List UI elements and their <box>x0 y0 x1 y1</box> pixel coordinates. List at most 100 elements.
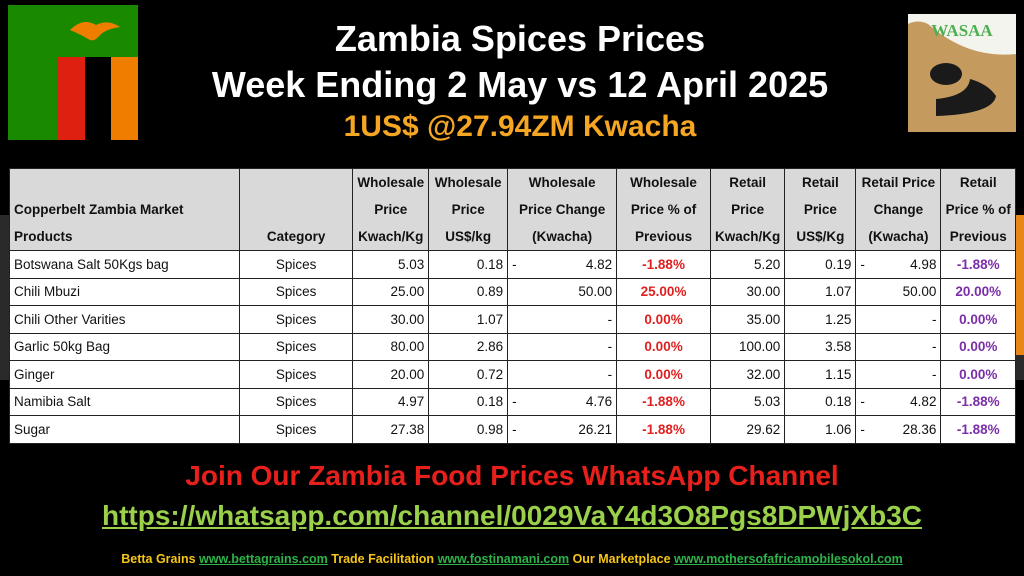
cell-value: Namibia Salt <box>14 394 91 410</box>
cell-value: 1.25 <box>825 311 852 327</box>
cell-value: -1.88% <box>642 256 685 272</box>
retail-kwacha-cell: 35.00 <box>710 305 786 334</box>
marketplace-link[interactable]: www.mothersofafricamobilesokol.com <box>674 552 903 566</box>
wholesale-usd-cell: 0.89 <box>428 277 509 306</box>
negative-mark: - <box>512 394 517 410</box>
wholesale-pct-cell: -1.88% <box>616 250 712 279</box>
cell-value: - <box>607 339 613 355</box>
cell-value: - <box>931 339 937 355</box>
retail-change-cell: - 4.82 <box>855 387 942 416</box>
retail-pct-cell: 20.00% <box>940 277 1016 306</box>
wholesale-change-cell: - 26.21 <box>507 415 618 444</box>
category-cell: Spices <box>239 387 354 416</box>
wholesale-kwacha-cell: 4.97 <box>352 387 430 416</box>
footer-label: Trade Facilitation <box>331 552 435 566</box>
whatsapp-channel-link[interactable]: https://whatsapp.com/channel/0029VaY4d3O… <box>101 500 923 531</box>
retail-change-cell: - <box>855 360 942 389</box>
retail-kwacha-cell: 5.03 <box>710 387 786 416</box>
cell-value: Sugar <box>14 421 51 437</box>
prices-table: Copperbelt Zambia Market Products Catego… <box>8 168 1016 444</box>
wasaa-logo: WASAA <box>908 14 1016 132</box>
wholesale-change-cell: - <box>507 332 618 361</box>
page-subtitle: Week Ending 2 May vs 12 April 2025 <box>211 64 829 105</box>
svg-text:WASAA: WASAA <box>931 21 993 40</box>
wholesale-pct-cell: 0.00% <box>616 305 712 334</box>
cell-value: 4.82 <box>585 256 613 272</box>
cell-value: 0.00% <box>644 311 683 327</box>
retail-pct-cell: -1.88% <box>940 387 1016 416</box>
wholesale-kwacha-cell: 25.00 <box>352 277 430 306</box>
cell-value: 5.20 <box>754 256 781 272</box>
cell-value: - <box>607 366 613 382</box>
cell-value: 1.07 <box>476 311 504 327</box>
cell-value: Spices <box>275 421 317 437</box>
wholesale-kwacha-cell: 30.00 <box>352 305 430 334</box>
retail-usd-cell: 3.58 <box>784 332 857 361</box>
negative-mark: - <box>512 256 517 272</box>
product-cell: Sugar <box>8 415 241 444</box>
cell-value: 27.38 <box>390 421 425 437</box>
cell-value: 30.00 <box>746 284 781 300</box>
cell-value: 28.36 <box>902 421 937 437</box>
column-header: Retail Price % of Previous <box>940 168 1016 251</box>
cell-value: - <box>931 366 937 382</box>
cell-value: 0.18 <box>476 256 504 272</box>
retail-pct-cell: -1.88% <box>940 415 1016 444</box>
cell-value: Garlic 50kg Bag <box>14 339 111 355</box>
cell-value: -1.88% <box>956 394 1000 410</box>
bettagrains-link[interactable]: www.bettagrains.com <box>199 552 328 566</box>
cell-value: 80.00 <box>390 339 425 355</box>
wholesale-usd-cell: 0.18 <box>428 250 509 279</box>
cell-value: 0.19 <box>825 256 852 272</box>
retail-change-cell: 50.00 <box>855 277 942 306</box>
column-header: Copperbelt Zambia Market Products <box>8 168 241 251</box>
wholesale-usd-cell: 2.86 <box>428 332 509 361</box>
accent-strip <box>1016 215 1024 355</box>
column-header: Retail Price Kwach/Kg <box>710 168 786 251</box>
retail-kwacha-cell: 32.00 <box>710 360 786 389</box>
fostinamani-link[interactable]: www.fostinamani.com <box>437 552 570 566</box>
table-row: Botswana Salt 50Kgs bag Spices 5.03 0.18-4.… <box>8 250 1016 279</box>
column-header: Wholesale Price Change (Kwacha) <box>507 168 618 251</box>
product-cell: Ginger <box>8 360 241 389</box>
cell-value: 20.00 <box>390 366 425 382</box>
wholesale-usd-cell: 1.07 <box>428 305 509 334</box>
cell-value: -1.88% <box>956 421 1000 437</box>
cell-value: Chili Other Varities <box>14 311 126 327</box>
wholesale-kwacha-cell: 5.03 <box>352 250 430 279</box>
cell-value: 25.00% <box>640 284 687 300</box>
wholesale-kwacha-cell: 20.00 <box>352 360 430 389</box>
cell-value: Spices <box>275 256 317 272</box>
whatsapp-cta: Join Our Zambia Food Prices WhatsApp Cha… <box>185 460 839 491</box>
column-header: Retail Price US$/Kg <box>784 168 857 251</box>
table-row: Chili Other Varities Spices 30.00 1.07 - 0.00… <box>8 305 1016 334</box>
wholesale-pct-cell: 0.00% <box>616 332 712 361</box>
cell-value: 0.98 <box>476 421 504 437</box>
retail-usd-cell: 1.06 <box>784 415 857 444</box>
cell-value: 4.82 <box>910 394 937 410</box>
category-cell: Spices <box>239 415 354 444</box>
cell-value: -1.88% <box>956 256 1000 272</box>
wholesale-change-cell: - 4.82 <box>507 250 618 279</box>
wholesale-usd-cell: 0.18 <box>428 387 509 416</box>
retail-kwacha-cell: 29.62 <box>710 415 786 444</box>
wholesale-pct-cell: -1.88% <box>616 415 712 444</box>
category-cell: Spices <box>239 360 354 389</box>
cell-value: Spices <box>275 394 317 410</box>
wholesale-kwacha-cell: 80.00 <box>352 332 430 361</box>
table-row: Garlic 50kg Bag Spices 80.00 2.86 - 0.00% 100.… <box>8 332 1016 361</box>
wholesale-pct-cell: 0.00% <box>616 360 712 389</box>
cell-value: 2.86 <box>476 339 504 355</box>
cell-value: 30.00 <box>390 311 425 327</box>
cell-value: 32.00 <box>746 366 781 382</box>
cell-value: 0.89 <box>476 284 504 300</box>
column-header: Category <box>239 168 354 251</box>
cell-value: 0.72 <box>476 366 504 382</box>
column-header: Retail Price Change (Kwacha) <box>855 168 942 251</box>
column-header: Wholesale Price US$/kg <box>428 168 509 251</box>
retail-change-cell: - <box>855 305 942 334</box>
wholesale-change-cell: - 4.76 <box>507 387 618 416</box>
retail-kwacha-cell: 30.00 <box>710 277 786 306</box>
cell-value: 50.00 <box>902 284 937 300</box>
retail-pct-cell: -1.88% <box>940 250 1016 279</box>
